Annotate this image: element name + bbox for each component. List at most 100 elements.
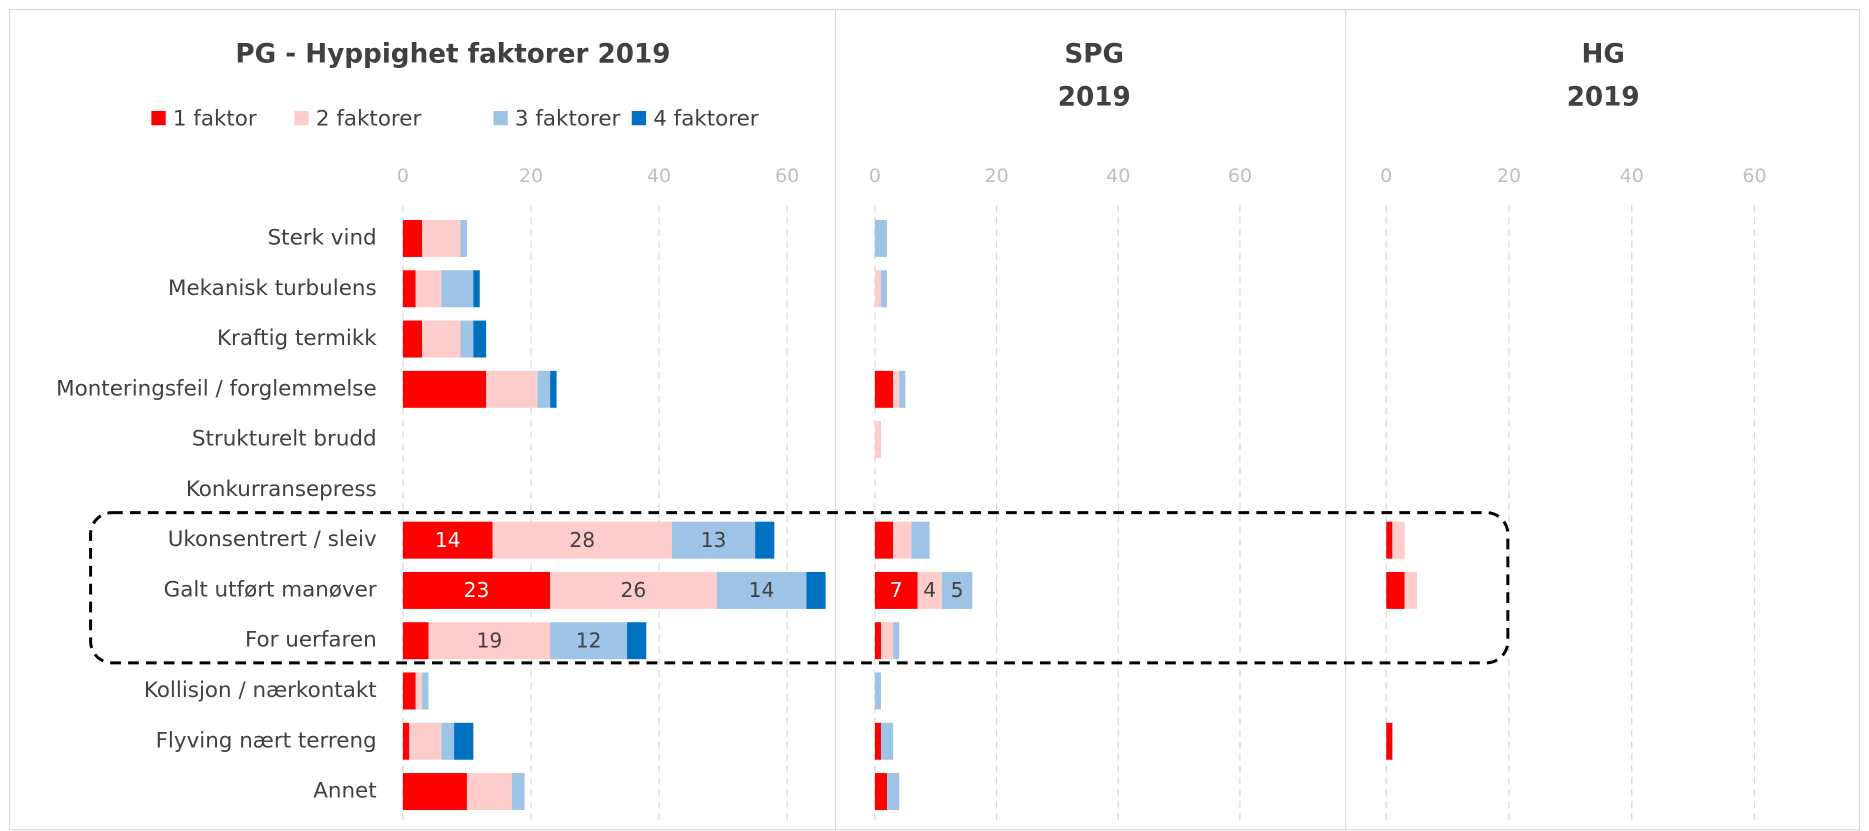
data-label: 7 — [890, 578, 903, 602]
x-tick-label: 60 — [1228, 165, 1252, 187]
bar-segment — [402, 773, 467, 811]
bar-segment — [473, 320, 487, 358]
legend-label: 2 faktorer — [316, 106, 422, 131]
data-label: 19 — [476, 628, 502, 652]
bar-segment — [880, 270, 888, 308]
x-tick-label: 60 — [775, 165, 799, 187]
bar-segment — [486, 370, 538, 408]
legend-swatch — [493, 110, 508, 126]
y-tick-label: Mekanisk turbulens — [168, 276, 377, 301]
bar-segment — [441, 270, 474, 308]
bar-segment — [454, 722, 474, 760]
bar-segment — [874, 722, 881, 760]
bar-segment — [511, 773, 525, 811]
bar-segment — [550, 622, 628, 660]
bar-segment — [874, 421, 881, 459]
y-tick-label: Galt utført manøver — [164, 577, 377, 602]
bar-segment — [402, 672, 416, 710]
bar-segment — [402, 571, 551, 609]
chart-title: PG - Hyppighet faktorer 2019 — [235, 39, 670, 69]
bar-segment — [874, 220, 888, 257]
bar-segment — [899, 370, 906, 408]
bar-segment — [880, 622, 894, 660]
y-tick-label: Sterk vind — [268, 225, 377, 250]
y-tick-label: Ukonsentrert / sleiv — [168, 527, 377, 552]
bar-segment — [441, 722, 455, 760]
bar-segment — [428, 622, 551, 660]
chart-title: SPG — [1064, 39, 1124, 69]
bar-segment — [874, 370, 894, 408]
bar-segment — [473, 270, 480, 308]
bar-segment — [1386, 571, 1405, 609]
data-label: 14 — [749, 578, 775, 602]
y-tick-label: Annet — [313, 779, 376, 804]
y-tick-label: Flyving nært terreng — [156, 728, 377, 753]
chart-subtitle: 2019 — [1058, 82, 1131, 112]
bar-segment — [402, 622, 429, 660]
bar-segment — [460, 220, 467, 257]
bar-segment — [422, 220, 461, 257]
y-tick-label: Monteringsfeil / forglemmelse — [56, 376, 377, 401]
bar-segment — [874, 672, 881, 710]
data-label: 23 — [464, 578, 490, 602]
bar-segment — [402, 220, 423, 257]
data-label: 4 — [923, 578, 936, 602]
x-tick-label: 0 — [1380, 165, 1392, 187]
bar-segment — [460, 320, 474, 358]
legend-swatch — [294, 110, 309, 126]
bar-segment — [1404, 571, 1417, 609]
legend-label: 1 faktor — [173, 106, 257, 131]
bar-segment — [402, 370, 487, 408]
bar-segment — [402, 722, 410, 760]
data-label: 13 — [701, 528, 727, 552]
data-label: 28 — [569, 528, 595, 552]
bar-segment — [422, 672, 429, 710]
y-tick-label: For uerfaren — [245, 628, 377, 653]
bar-segment — [874, 270, 881, 308]
highlight-box — [89, 511, 1510, 665]
chart-title: HG — [1581, 39, 1624, 69]
x-tick-label: 60 — [1742, 165, 1766, 187]
frame — [8, 9, 1861, 831]
y-tick-label: Kollisjon / nærkontakt — [144, 678, 377, 703]
bar-segment — [550, 370, 557, 408]
bar-segment — [874, 521, 894, 559]
bar-segment — [1392, 521, 1405, 559]
y-tick-label: Konkurransepress — [186, 477, 377, 502]
bar-segment — [806, 571, 826, 609]
legend-swatch — [631, 110, 647, 126]
bar-segment — [537, 370, 551, 408]
y-tick-label: Kraftig termikk — [217, 326, 377, 351]
data-label: 12 — [576, 628, 602, 652]
bar-segment — [1386, 722, 1393, 760]
bar-segment — [874, 773, 888, 811]
bar-segment — [716, 571, 807, 609]
bar-segment — [550, 571, 717, 609]
legend-label: 4 faktorer — [653, 106, 759, 131]
x-tick-label: 40 — [647, 165, 671, 187]
y-tick-label: Strukturelt brudd — [192, 427, 377, 452]
bar-segment — [415, 672, 423, 710]
bar-segment — [627, 622, 647, 660]
chart-subtitle: 2019 — [1567, 82, 1640, 112]
bar-segment — [893, 370, 900, 408]
legend-swatch — [151, 110, 166, 126]
bar-segment — [402, 270, 416, 308]
x-tick-label: 40 — [1620, 165, 1644, 187]
bar-segment — [874, 622, 881, 660]
bar-segment — [893, 521, 912, 559]
data-label: 26 — [621, 578, 647, 602]
bar-segment — [911, 521, 930, 559]
bar-segment — [402, 320, 423, 358]
bar-segment — [874, 571, 918, 609]
bar-segment — [917, 571, 942, 609]
x-tick-label: 0 — [869, 165, 881, 187]
bar-segment — [492, 521, 672, 559]
bar-segment — [755, 521, 775, 559]
bar-segment — [402, 521, 493, 559]
bar-segment — [409, 722, 442, 760]
x-tick-label: 0 — [397, 165, 409, 187]
x-tick-label: 20 — [1497, 165, 1521, 187]
